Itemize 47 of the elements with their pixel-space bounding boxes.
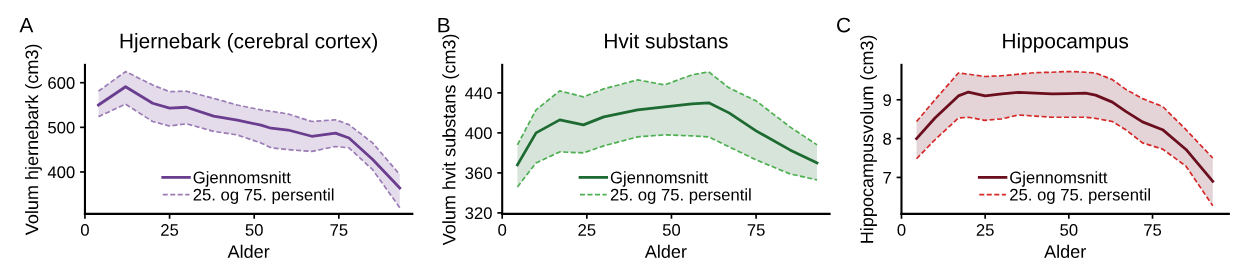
chart-title: Hvit substans	[605, 33, 728, 49]
x-tick-label: 25	[976, 224, 994, 236]
x-tick-label: 25	[161, 224, 179, 236]
x-tick-label: 75	[1144, 224, 1162, 236]
x-tick-label: 50	[1060, 224, 1078, 236]
y-axis-title: Volum hjernebark (cm3)	[25, 44, 42, 236]
y-tick-label: 600	[48, 77, 75, 89]
legend-label: 25. og 75. persentil	[1010, 188, 1150, 204]
y-axis-title: Volum hvit substans (cm3)	[442, 34, 460, 246]
x-axis-title: Alder	[644, 244, 687, 258]
legend-label: Gjennomsnitt	[1010, 171, 1108, 187]
y-tick-label: 7	[883, 171, 891, 184]
line-series	[516, 101, 819, 167]
text: C	[837, 17, 851, 33]
x-tick-label: 25	[578, 224, 596, 236]
line-series	[915, 70, 1214, 159]
x-tick-label: 0	[80, 224, 89, 236]
y-tick-label: 9	[883, 94, 891, 106]
text: B	[438, 17, 450, 33]
x-axis-title: Alder	[227, 244, 270, 258]
x-tick-label: 0	[897, 224, 906, 236]
y-axis-title: Hippocampusvolum (cm3)	[860, 35, 877, 243]
y-tick-label: 400	[465, 127, 492, 140]
line-series	[97, 103, 401, 209]
line-series	[915, 114, 1214, 207]
legend-label: Gjennomsnitt	[193, 171, 291, 187]
line-series	[516, 134, 818, 188]
legend-label: 25. og 75. persentil	[610, 188, 751, 204]
line-series	[516, 71, 818, 146]
legend-label: 25. og 75. persentil	[193, 188, 334, 204]
y-tick-label: 400	[47, 166, 75, 179]
x-tick-label: 0	[498, 224, 507, 236]
text: A	[19, 17, 34, 33]
x-axis-title: Alder	[1044, 244, 1086, 258]
x-tick-label: 50	[245, 224, 263, 236]
chart-title: Hjernebark (cerebral cortex)	[120, 33, 378, 53]
y-tick-label: 360	[465, 167, 492, 180]
y-tick-label: 320	[465, 207, 492, 220]
y-tick-label: 500	[48, 121, 75, 134]
y-tick-label: 440	[465, 87, 492, 100]
x-tick-label: 75	[747, 224, 765, 236]
legend-label: Gjennomsnitt	[610, 171, 709, 187]
y-tick-label: 8	[883, 133, 892, 145]
line-series	[97, 85, 402, 190]
x-tick-label: 75	[330, 224, 348, 236]
chart-title: Hippocampus	[1003, 33, 1129, 53]
x-tick-label: 50	[662, 224, 681, 236]
